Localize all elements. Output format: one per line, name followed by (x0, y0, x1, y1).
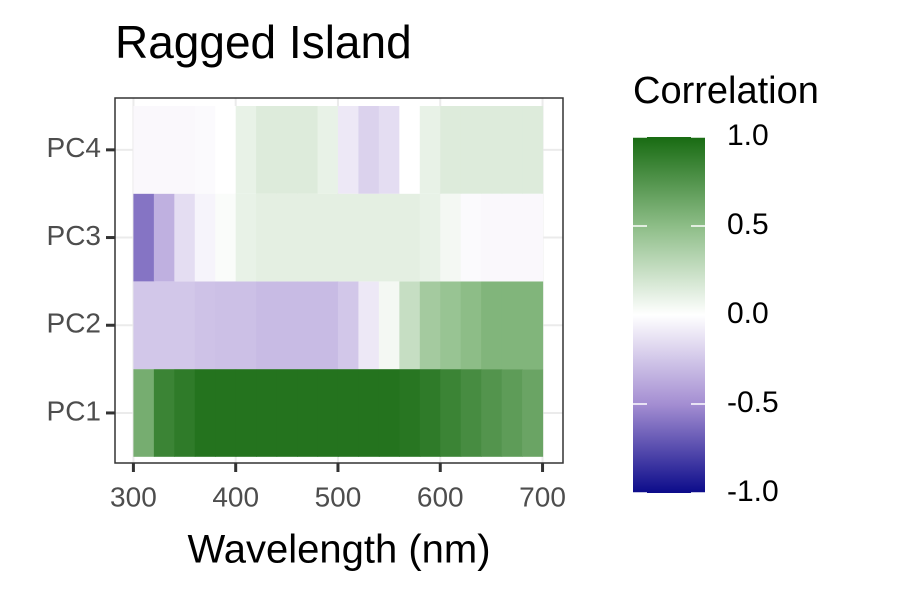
heat-tile (440, 193, 462, 282)
heat-tile (358, 281, 380, 370)
heat-tile (174, 369, 196, 457)
heat-tile (297, 369, 319, 457)
heat-tile (256, 193, 278, 282)
colorbar-tick-label: 1.0 (727, 119, 769, 152)
heat-tile (358, 193, 380, 282)
x-tick-label: 600 (417, 481, 464, 512)
heat-tile (194, 193, 216, 282)
heat-tile (133, 106, 155, 194)
heat-tile (153, 369, 175, 457)
heat-tile (337, 369, 360, 457)
heat-tile (460, 193, 482, 282)
y-tick-label: PC1 (47, 395, 101, 426)
heat-tile (337, 106, 360, 194)
heat-tile (215, 281, 237, 370)
x-tick-label: 700 (519, 481, 566, 512)
heat-tile (256, 281, 278, 370)
heat-tile (337, 281, 360, 370)
heat-tile (522, 281, 544, 370)
heat-tile (378, 193, 400, 282)
y-tick-label: PC4 (47, 132, 101, 163)
heat-tile (153, 106, 175, 194)
heat-tile (399, 106, 421, 194)
heat-tile (153, 193, 175, 282)
heat-tile (194, 106, 216, 194)
colorbar-tick-label: 0.0 (727, 297, 769, 330)
heat-tile (235, 106, 257, 194)
heat-tile (419, 106, 441, 194)
heat-tile (460, 106, 482, 194)
legend-title: Correlation (633, 70, 819, 112)
heat-tile (337, 193, 360, 282)
heat-tile (440, 281, 462, 370)
heat-tile (153, 281, 175, 370)
heat-tile (297, 193, 319, 282)
heat-tile (419, 369, 441, 457)
heat-tile (256, 106, 278, 194)
heat-tile (501, 369, 523, 457)
heat-tile (215, 369, 237, 457)
heat-tile (522, 106, 544, 194)
heat-tile (399, 281, 421, 370)
heat-tile (276, 106, 298, 194)
heat-tile (133, 281, 155, 370)
heat-tile (317, 193, 339, 282)
heat-tile (276, 193, 298, 282)
x-tick-label: 500 (315, 481, 362, 512)
heat-tile (235, 193, 257, 282)
heat-tile (174, 281, 196, 370)
heat-tile (276, 281, 298, 370)
heat-tile (419, 281, 441, 370)
heat-tile (460, 281, 482, 370)
heat-tile (317, 369, 339, 457)
x-tick-label: 400 (212, 481, 259, 512)
heat-tile (440, 369, 462, 457)
chart-title: Ragged Island (115, 16, 412, 68)
y-tick-label: PC3 (47, 220, 101, 251)
heat-tile (133, 369, 155, 457)
heat-tile (276, 369, 298, 457)
heat-tile (501, 193, 523, 282)
heat-tile (481, 106, 503, 194)
heat-tile (358, 369, 380, 457)
heat-tile (297, 106, 319, 194)
heat-tile (174, 106, 196, 194)
heat-tile (215, 193, 237, 282)
heat-tile (460, 369, 482, 457)
heat-tile (235, 369, 257, 457)
x-tick-label: 300 (110, 481, 157, 512)
heat-tile (481, 369, 503, 457)
heat-tile (133, 193, 155, 282)
heat-tile (235, 281, 257, 370)
heat-tile (358, 106, 380, 194)
heat-tile (215, 106, 237, 194)
heat-tile (174, 193, 196, 282)
heat-tile (399, 193, 421, 282)
heat-tile (481, 193, 503, 282)
heat-tile (522, 193, 544, 282)
heat-tile (194, 369, 216, 457)
colorbar-tick-label: 0.5 (727, 208, 769, 241)
heat-tile (399, 369, 421, 457)
heat-tile (378, 369, 400, 457)
heat-tile (501, 106, 523, 194)
heat-tile (419, 193, 441, 282)
colorbar-tick-label: -0.5 (727, 386, 779, 419)
colorbar-tick-label: -1.0 (727, 475, 779, 508)
heat-tile (378, 106, 400, 194)
y-tick-label: PC2 (47, 308, 101, 339)
x-axis-label: Wavelength (nm) (187, 528, 490, 572)
heat-tile (440, 106, 462, 194)
heat-tile (256, 369, 278, 457)
heat-tile (378, 281, 400, 370)
heat-tile (317, 106, 339, 194)
heat-tile (317, 281, 339, 370)
heat-tile (481, 281, 503, 370)
heat-tile (297, 281, 319, 370)
heat-tile (194, 281, 216, 370)
heat-tile (522, 369, 544, 457)
heat-tile (501, 281, 523, 370)
